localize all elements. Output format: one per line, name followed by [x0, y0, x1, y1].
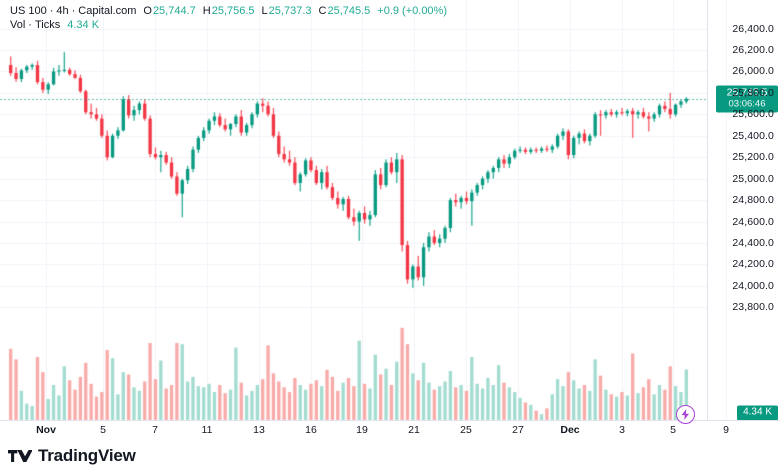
lightning-bolt-icon[interactable]: [676, 405, 695, 424]
tradingview-logo-icon: [8, 449, 32, 462]
tradingview-footer: TradingView: [8, 447, 136, 464]
brand-name: TradingView: [38, 446, 136, 465]
chart-frame[interactable]: [0, 0, 780, 442]
axis-divider: [707, 0, 708, 420]
candlestick-plot-canvas[interactable]: [0, 0, 780, 442]
